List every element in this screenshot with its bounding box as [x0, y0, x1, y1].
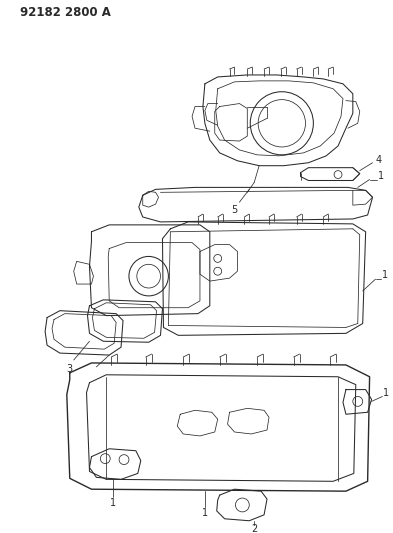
Text: 2: 2	[251, 523, 257, 533]
Text: 92182 2800 A: 92182 2800 A	[20, 6, 111, 19]
Text: 1: 1	[382, 270, 388, 280]
Text: 1: 1	[383, 387, 389, 398]
Text: 4: 4	[375, 155, 382, 165]
Text: 1: 1	[110, 498, 116, 508]
Text: 3: 3	[67, 364, 73, 374]
Text: 1: 1	[202, 508, 208, 518]
Text: 1: 1	[378, 171, 384, 181]
Text: 5: 5	[231, 205, 238, 215]
